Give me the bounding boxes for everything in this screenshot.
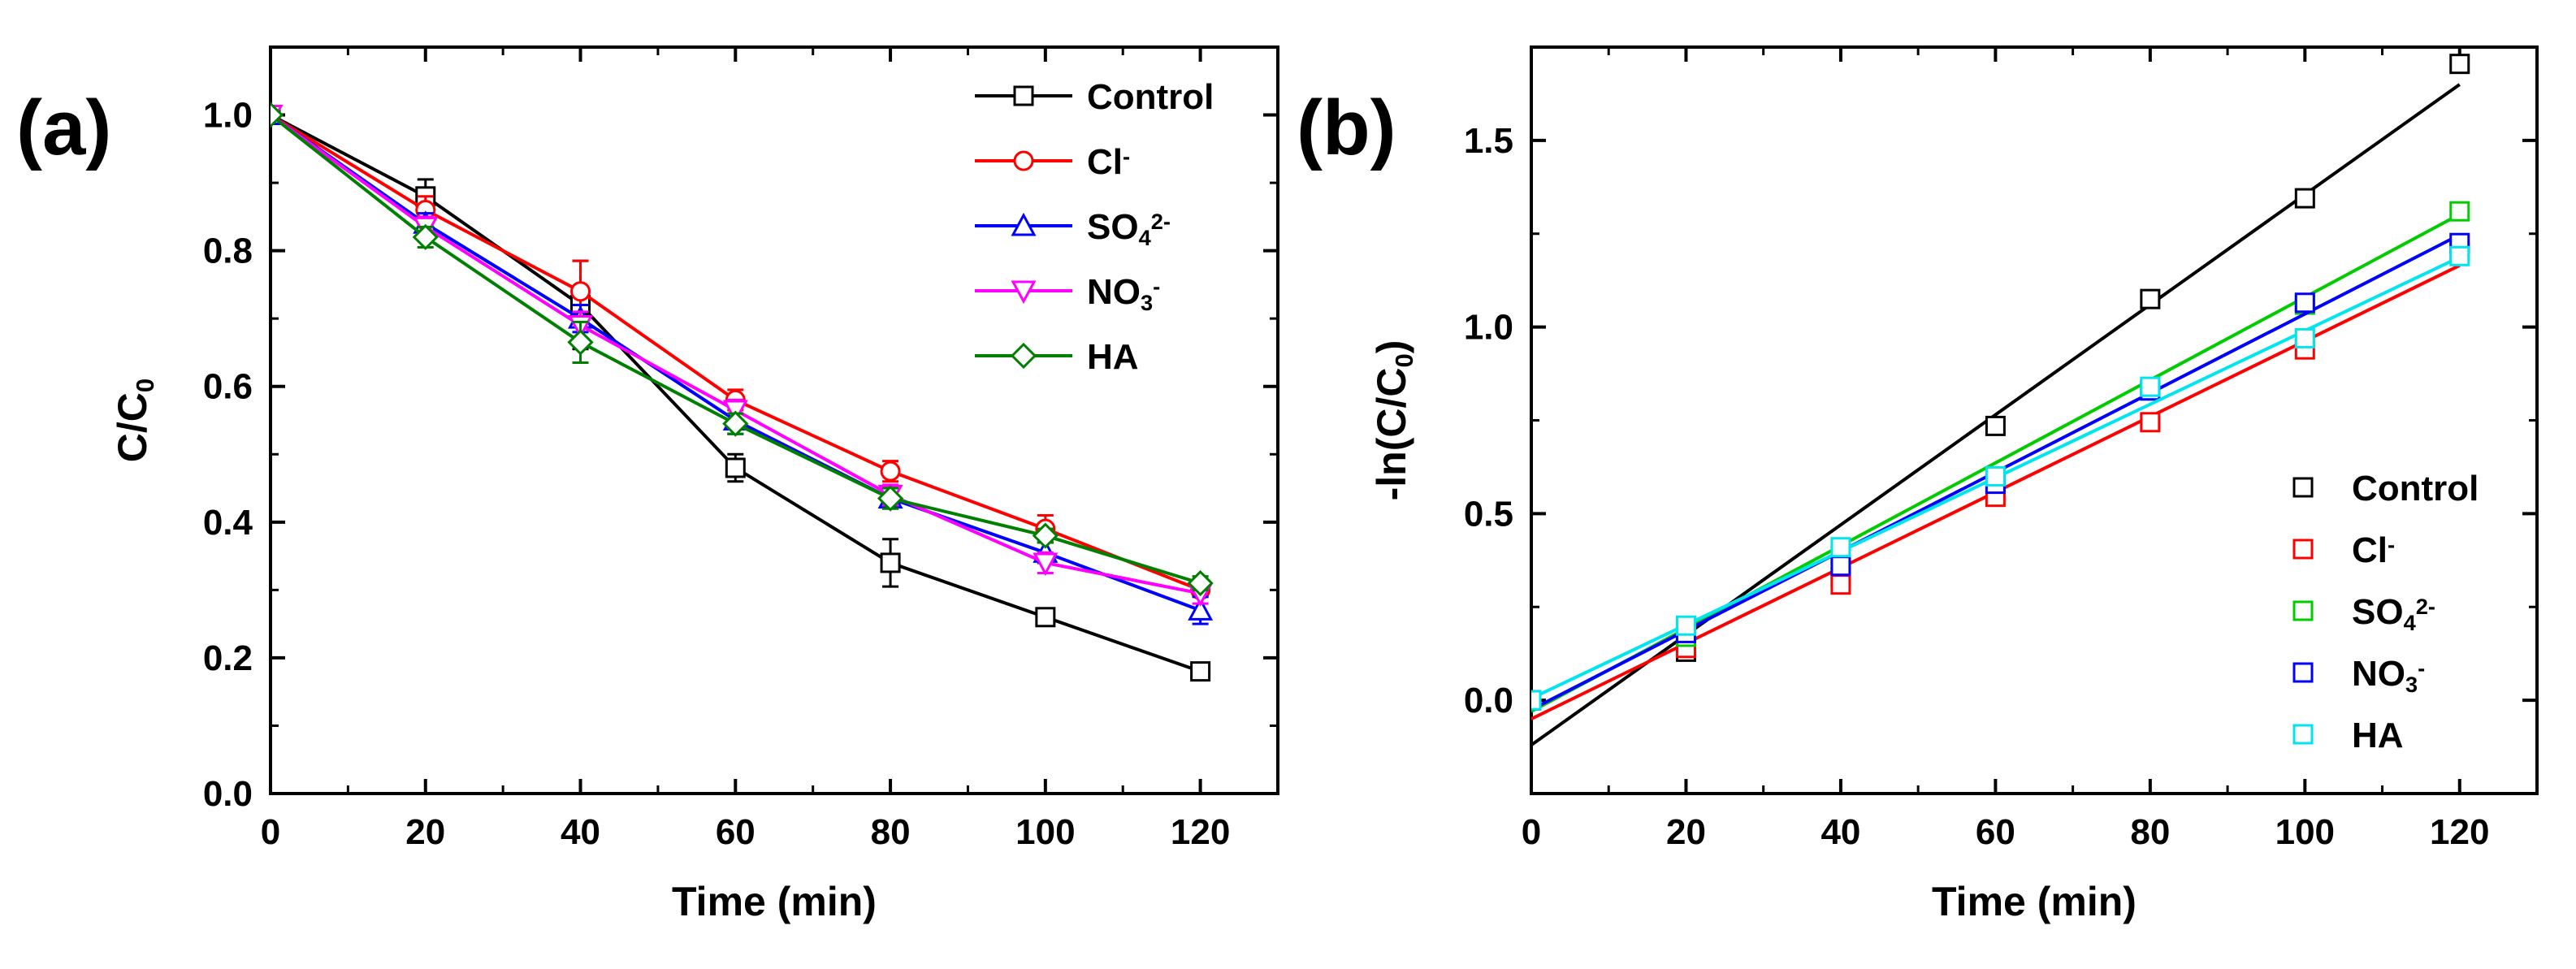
legend: Control Cl- SO42- NO3- HA	[2292, 469, 2479, 755]
x-tick-label: 20	[1666, 812, 1706, 852]
chart-panel-a: (a) 0 20 40 60 80 100 120 0.0 0.2 0.4 0.6 0.8 1.0 Time…	[16, 45, 1279, 924]
series-line	[271, 113, 1201, 585]
y-tick-label: 0.8	[203, 231, 253, 271]
x-tick-label: 60	[1976, 812, 2015, 852]
data-point	[1830, 574, 1851, 595]
data-point	[1190, 661, 1211, 682]
legend-label: Cl-	[1087, 142, 1130, 182]
x-tick-label: 40	[561, 812, 600, 852]
data-point	[1830, 556, 1851, 577]
data-point	[2294, 188, 2315, 209]
data-point	[2294, 292, 2315, 314]
legend-marker	[1010, 342, 1037, 370]
x-tick-label: 120	[1171, 812, 1230, 852]
data-point	[722, 410, 749, 437]
data-point	[2140, 376, 2161, 397]
series-1	[271, 105, 1211, 600]
data-point	[1187, 569, 1214, 597]
legend-label: Control	[2352, 469, 2479, 508]
x-axis-title: Time (min)	[672, 879, 877, 924]
data-point	[1035, 607, 1056, 628]
panel-label: (a)	[16, 84, 111, 171]
x-tick-label: 20	[405, 812, 445, 852]
data-point	[2449, 54, 2470, 75]
chart-panel-b: (b) 0 20 40 60 80 100 120 0.0 0.5 1.0 1.5 Time (min)…	[1297, 45, 2539, 924]
panel-label: (b)	[1297, 84, 1396, 171]
y-tick-label: 0.2	[203, 638, 253, 678]
y-axis-title: C/C0	[110, 379, 159, 462]
y-tick-label: 1.0	[1464, 308, 1513, 348]
legend-marker	[2292, 539, 2314, 560]
legend-marker	[1011, 212, 1037, 236]
legend-marker	[2292, 477, 2314, 498]
legend-label: Control	[1087, 77, 1214, 117]
x-tick-label: 0	[261, 812, 280, 852]
series-4	[1531, 245, 2470, 711]
y-tick-label: 1.5	[1464, 121, 1513, 161]
data-point	[1531, 690, 1542, 711]
data-point	[2140, 288, 2161, 309]
legend-label: HA	[2352, 716, 2404, 755]
data-point	[2449, 201, 2470, 222]
y-tick-label: 0.0	[203, 774, 253, 814]
fit-line	[1531, 83, 2461, 746]
data-point	[1985, 415, 2006, 436]
plot-frame	[269, 45, 1279, 795]
legend-label: NO3-	[1087, 272, 1160, 315]
x-tick-label: 100	[1015, 812, 1075, 852]
y-tick-label: 0.4	[203, 503, 253, 543]
legend: Control Cl- SO42- NO3- HA	[975, 77, 1214, 377]
x-axis-title: Time (min)	[1932, 879, 2137, 924]
legend-marker	[1011, 280, 1037, 305]
data-point	[1830, 537, 1851, 558]
data-point	[1033, 552, 1059, 577]
legend-marker	[2292, 600, 2314, 621]
y-tick-label: 1.0	[203, 96, 253, 136]
y-tick-label: 0.5	[1464, 494, 1513, 534]
data-point	[2449, 245, 2470, 266]
x-tick-label: 80	[2130, 812, 2170, 852]
data-point	[880, 461, 901, 482]
data-point	[1985, 465, 2006, 487]
data-point	[412, 223, 439, 251]
data-point	[1032, 522, 1059, 549]
data-point	[1188, 597, 1214, 621]
legend-label: SO42-	[2352, 592, 2435, 635]
legend-marker	[1013, 150, 1034, 171]
legend-label: SO42-	[1087, 207, 1171, 250]
y-axis-title: -ln(C/C0)	[1369, 340, 1418, 501]
x-tick-label: 120	[2430, 812, 2489, 852]
y-tick-label: 0.6	[203, 367, 253, 407]
x-tick-label: 60	[716, 812, 755, 852]
data-point	[880, 552, 901, 573]
series-4	[271, 102, 1214, 597]
data-point	[1675, 615, 1696, 636]
y-tick-label: 0.0	[1464, 681, 1513, 720]
data-point	[725, 457, 746, 478]
legend-marker	[1013, 85, 1034, 106]
legend-marker	[2292, 662, 2314, 683]
legend-label: NO3-	[2352, 654, 2425, 697]
legend-label: Cl-	[2352, 530, 2395, 570]
x-tick-label: 100	[2275, 812, 2335, 852]
legend-label: HA	[1087, 337, 1139, 377]
series-2	[271, 102, 1214, 625]
data-point	[2294, 327, 2315, 348]
data-point	[567, 329, 594, 356]
x-tick-label: 0	[1522, 812, 1541, 852]
x-tick-label: 40	[1821, 812, 1860, 852]
series-line	[271, 113, 1201, 592]
data-point	[570, 281, 591, 302]
data-point	[2140, 412, 2161, 433]
data-point	[877, 485, 904, 512]
data-point	[271, 102, 284, 128]
x-tick-label: 80	[871, 812, 911, 852]
legend-marker	[2292, 724, 2314, 745]
